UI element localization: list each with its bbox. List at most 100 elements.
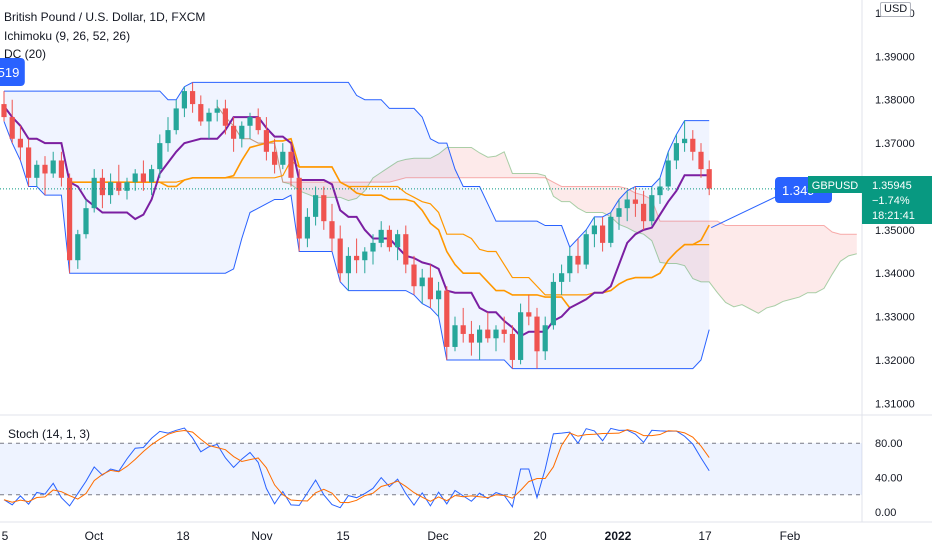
candle-body bbox=[149, 169, 155, 183]
candle-body bbox=[419, 277, 425, 287]
candle-body bbox=[395, 234, 401, 248]
candle-body bbox=[157, 143, 163, 170]
ichimoku-legend[interactable]: Ichimoku (9, 26, 52, 26) bbox=[4, 29, 131, 43]
candle-body bbox=[362, 251, 368, 261]
candle-body bbox=[608, 216, 614, 243]
projection-value: 1.349 bbox=[782, 183, 815, 198]
last-price-tag bbox=[862, 176, 932, 224]
time-axis-label: Oct bbox=[85, 529, 104, 543]
candle-body bbox=[165, 130, 171, 144]
candle-body bbox=[34, 164, 40, 178]
candle-body bbox=[485, 329, 491, 339]
chart-title: British Pound / U.S. Dollar, 1D, FXCM bbox=[4, 10, 206, 24]
candle-body bbox=[198, 104, 204, 122]
candle-body bbox=[559, 273, 565, 282]
time-axis-label: Feb bbox=[780, 529, 801, 543]
symbol-tag bbox=[808, 176, 862, 193]
candle-body bbox=[706, 169, 712, 189]
candle-body bbox=[272, 151, 278, 165]
stoch-k-line bbox=[3, 427, 710, 509]
donchian-lower bbox=[3, 121, 710, 370]
candle-body bbox=[132, 173, 138, 183]
candle-body bbox=[75, 234, 81, 261]
candle-body bbox=[427, 277, 433, 300]
time-axis-label: 18 bbox=[176, 529, 190, 543]
time-axis-label: Dec bbox=[427, 529, 448, 543]
candle-body bbox=[247, 117, 253, 126]
candle-body bbox=[682, 138, 688, 144]
candle-body bbox=[632, 199, 638, 204]
candle-body bbox=[575, 255, 581, 265]
candle-body bbox=[444, 290, 450, 347]
stoch-tick-label: 80.00 bbox=[875, 438, 903, 450]
candle-body bbox=[58, 160, 64, 178]
candle-body bbox=[460, 325, 466, 334]
candle-body bbox=[263, 130, 269, 152]
price-tick-label: 1.31000 bbox=[875, 398, 915, 410]
candle-body bbox=[436, 290, 442, 300]
candle-body bbox=[583, 234, 589, 265]
candle-body bbox=[17, 138, 23, 148]
candle-body bbox=[296, 177, 302, 239]
candle-body bbox=[600, 225, 606, 243]
high-callout-value: 1.37519 bbox=[0, 65, 19, 80]
time-axis-label: 5 bbox=[2, 529, 9, 543]
candle-body bbox=[337, 238, 343, 274]
candle-body bbox=[641, 203, 647, 222]
currency-selector[interactable]: USD bbox=[880, 2, 912, 17]
candle-body bbox=[190, 91, 196, 105]
candle-body bbox=[50, 160, 56, 174]
candle-body bbox=[99, 177, 105, 196]
candle-body bbox=[91, 177, 97, 209]
candle-body bbox=[173, 108, 179, 131]
countdown-label: 18:21:41 bbox=[872, 210, 915, 222]
time-axis-label: 20 bbox=[533, 529, 547, 543]
candle-body bbox=[567, 255, 573, 274]
candle-body bbox=[690, 138, 696, 152]
candle-body bbox=[255, 117, 261, 131]
candles bbox=[1, 82, 712, 369]
candle-body bbox=[403, 234, 409, 265]
candle-body bbox=[280, 151, 286, 165]
candle-body bbox=[534, 316, 540, 352]
stoch-tick-label: 40.00 bbox=[875, 473, 903, 485]
price-tick-label: 1.39000 bbox=[875, 51, 915, 63]
candle-body bbox=[329, 221, 335, 239]
candle-body bbox=[181, 91, 187, 109]
candle-body bbox=[370, 242, 376, 252]
candle-body bbox=[542, 325, 548, 352]
senkou-span-b bbox=[216, 105, 857, 235]
candle-body bbox=[42, 164, 48, 174]
candle-body bbox=[67, 177, 73, 261]
candle-body bbox=[1, 104, 7, 118]
candle-body bbox=[83, 208, 89, 235]
candle-body bbox=[345, 255, 351, 274]
candle-body bbox=[509, 333, 515, 360]
candle-body bbox=[288, 151, 294, 178]
time-axis-label: 17 bbox=[698, 529, 712, 543]
candle-body bbox=[501, 329, 507, 334]
candle-body bbox=[673, 143, 679, 161]
stoch-tick-label: 0.00 bbox=[875, 507, 896, 519]
candle-body bbox=[231, 125, 237, 139]
candle-body bbox=[386, 229, 392, 248]
candle-body bbox=[222, 108, 228, 126]
candle-body bbox=[649, 195, 655, 222]
price-tick-label: 1.35000 bbox=[875, 225, 915, 237]
time-axis-label: 15 bbox=[336, 529, 350, 543]
time-axis-label: 2022 bbox=[605, 529, 632, 543]
donchian-fill bbox=[4, 82, 710, 369]
donchian-legend[interactable]: DC (20) bbox=[4, 47, 47, 61]
symbol-label: GBPUSD bbox=[812, 180, 859, 192]
candle-body bbox=[665, 160, 671, 187]
candle-body bbox=[206, 112, 212, 122]
candle-body bbox=[378, 229, 384, 243]
change-label: −1.74% bbox=[872, 195, 910, 207]
candle-body bbox=[493, 329, 499, 339]
stoch-label: Stoch (14, 1, 3) bbox=[8, 427, 90, 441]
candle-body bbox=[591, 225, 597, 235]
candle-body bbox=[624, 199, 630, 209]
high-callout-box bbox=[0, 58, 25, 86]
